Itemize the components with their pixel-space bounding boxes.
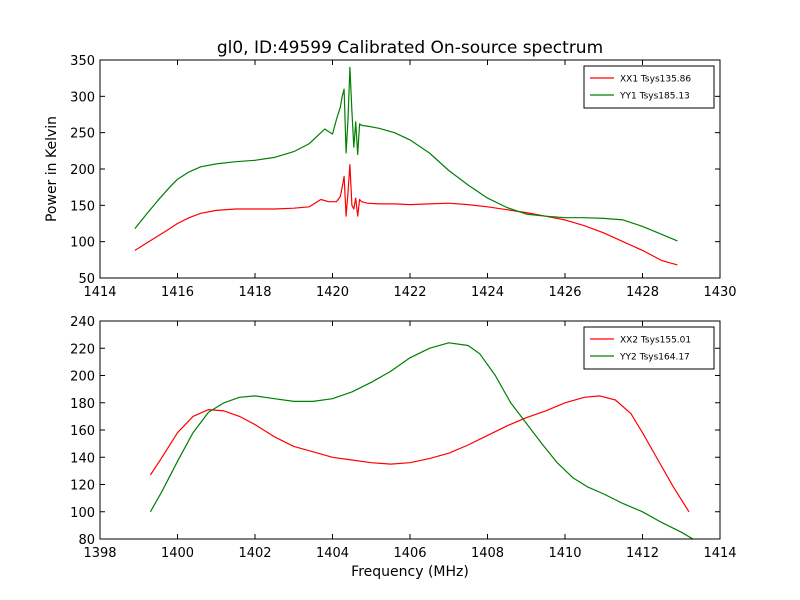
bottom-chart-panel: 1398 1400 1402 1404 1406 1408 1410 1412 1414 80 10… <box>70 315 736 561</box>
bottom-chart-xlabel: Frequency (MHz) <box>351 564 469 580</box>
bottom-ytick-label: 140 <box>70 451 95 466</box>
bottom-xtick-label: 1414 <box>703 546 736 561</box>
bottom-legend-label-2: YY2 Tsys164.17 <box>619 353 690 363</box>
bottom-xtick-label: 1398 <box>83 546 116 561</box>
bottom-xtick-label: 1402 <box>238 546 271 561</box>
bottom-xtick-label: 1404 <box>316 546 349 561</box>
top-ytick-label: 200 <box>70 163 95 178</box>
top-legend-label-1: XX1 Tsys135.86 <box>620 75 691 85</box>
bottom-xtick-label: 1412 <box>626 546 659 561</box>
top-xtick-label: 1422 <box>393 285 426 300</box>
bottom-xtick-label: 1408 <box>471 546 504 561</box>
bottom-ytick-label: 240 <box>70 315 95 330</box>
bottom-ytick-label: 120 <box>70 479 95 494</box>
top-ytick-label: 100 <box>70 236 95 251</box>
top-ytick-label: 350 <box>70 54 95 69</box>
bottom-legend-label-1: XX2 Tsys155.01 <box>620 336 691 346</box>
bottom-series-line-2 <box>149 342 694 539</box>
top-xtick-label: 1424 <box>471 285 504 300</box>
top-ytick-label: 50 <box>78 272 95 287</box>
top-xtick-label: 1416 <box>161 285 194 300</box>
top-xtick-label: 1428 <box>626 285 659 300</box>
bottom-xtick-label: 1410 <box>548 546 581 561</box>
bottom-ytick-label: 80 <box>78 533 95 548</box>
top-xtick-label: 1418 <box>238 285 271 300</box>
top-xtick-label: 1420 <box>316 285 349 300</box>
top-xtick-label: 1430 <box>703 285 736 300</box>
bottom-ytick-label: 160 <box>70 424 95 439</box>
bottom-ytick-label: 100 <box>70 506 95 521</box>
bottom-legend-box <box>583 326 715 370</box>
top-chart-title: gl0, ID:49599 Calibrated On-source spect… <box>217 38 603 58</box>
top-chart-ylabel: Power in Kelvin <box>44 116 60 222</box>
top-series-line-2 <box>134 66 678 242</box>
top-xtick-label: 1426 <box>548 285 581 300</box>
bottom-ytick-label: 200 <box>70 370 95 385</box>
bottom-xtick-label: 1400 <box>161 546 194 561</box>
top-series-line-1 <box>134 164 678 266</box>
bottom-series-line-1 <box>149 395 690 513</box>
top-ytick-label: 150 <box>70 199 95 214</box>
bottom-xtick-label: 1406 <box>393 546 426 561</box>
top-legend-label-2: YY1 Tsys185.13 <box>619 92 690 102</box>
top-ytick-label: 250 <box>70 127 95 142</box>
top-legend-box <box>583 65 715 109</box>
bottom-ytick-label: 180 <box>70 397 95 412</box>
top-ytick-label: 300 <box>70 90 95 105</box>
top-chart-panel: 1414 1416 1418 1420 1422 1424 1426 1428 1430 50 10… <box>70 54 736 300</box>
top-xtick-label: 1414 <box>83 285 116 300</box>
bottom-ytick-label: 220 <box>70 342 95 357</box>
